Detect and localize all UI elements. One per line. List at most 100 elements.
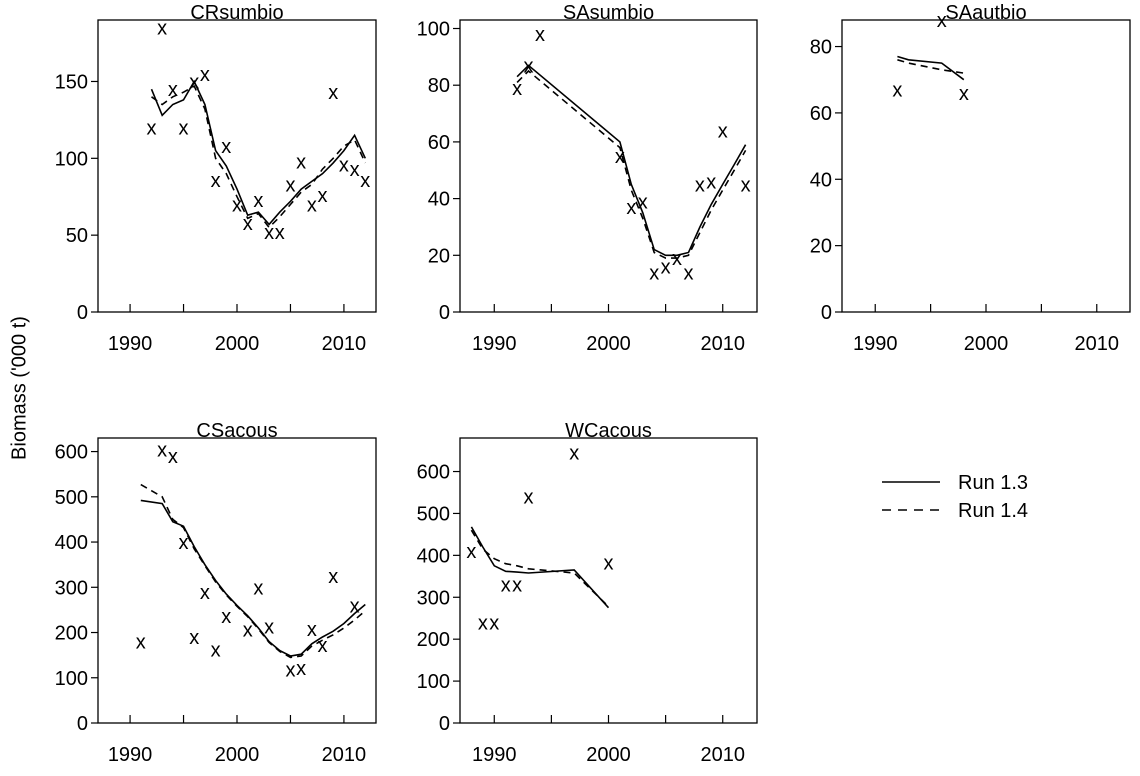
observed-point: x [168, 79, 178, 101]
y-tick-label: 600 [55, 442, 88, 464]
y-tick-label: 500 [55, 487, 88, 509]
observed-point: x [232, 194, 242, 216]
observed-point: x [706, 172, 716, 194]
observed-point: x [489, 612, 499, 634]
y-tick-label: 400 [417, 545, 450, 567]
observed-point: x [307, 619, 317, 641]
observed-point: x [718, 121, 728, 143]
observed-point: x [626, 197, 636, 219]
series-line-Run-1-3 [897, 55, 965, 81]
observed-point: x [959, 83, 969, 105]
series-line-Run-1-3 [470, 526, 610, 609]
observed-point: x [221, 136, 231, 158]
observed-point: x [741, 174, 751, 196]
y-tick-label: 80 [810, 37, 832, 59]
y-tick-label: 200 [55, 623, 88, 645]
y-tick-label: 400 [55, 532, 88, 554]
y-tick-label: 100 [55, 148, 88, 170]
y-axis-label: Biomass ('000 t) [8, 316, 31, 460]
observed-point: x [296, 658, 306, 680]
observed-point: x [524, 55, 534, 77]
observed-point: x [615, 146, 625, 168]
observed-point: x [535, 24, 545, 46]
observed-point: x [275, 222, 285, 244]
y-tick-label: 60 [428, 132, 450, 154]
y-tick-label: 150 [55, 71, 88, 93]
panel-title: CRsumbio [190, 2, 283, 24]
y-tick-label: 0 [439, 713, 450, 735]
observed-point: x [264, 617, 274, 639]
observed-point: x [328, 82, 338, 104]
observed-point: x [296, 151, 306, 173]
x-tick-label: 2010 [322, 333, 367, 355]
y-tick-label: 100 [417, 671, 450, 693]
observed-point: x [285, 660, 295, 682]
observed-point: x [157, 18, 167, 40]
y-tick-label: 0 [821, 302, 832, 324]
observed-point: x [179, 118, 189, 140]
observed-point: x [683, 262, 693, 284]
x-tick-label: 2000 [586, 744, 631, 766]
observed-point: x [221, 606, 231, 628]
series-line-Run-1-3 [516, 64, 747, 257]
observed-point: x [211, 170, 221, 192]
panel-title: SAsumbio [563, 2, 654, 24]
observed-point: x [672, 248, 682, 270]
observed-point: x [695, 174, 705, 196]
x-tick-label: 2000 [215, 333, 260, 355]
series-line-Run-1-4 [151, 84, 367, 229]
x-tick-label: 1990 [108, 744, 153, 766]
y-tick-label: 200 [417, 629, 450, 651]
observed-point: x [157, 439, 167, 461]
y-tick-label: 40 [428, 189, 450, 211]
series-line-Run-1-3 [150, 79, 367, 226]
panel-title: CSacous [196, 420, 277, 442]
legend: Run 1.3 Run 1.4 [882, 472, 1028, 522]
x-tick-label: 2000 [964, 333, 1009, 355]
observed-point: x [243, 619, 253, 641]
x-tick-label: 1990 [472, 333, 517, 355]
observed-point: x [937, 10, 947, 32]
observed-point: x [466, 541, 476, 563]
series-line-Run-1-4 [470, 529, 610, 608]
observed-point: x [318, 635, 328, 657]
observed-point: x [638, 191, 648, 213]
observed-point: x [200, 582, 210, 604]
observed-point: x [253, 577, 263, 599]
x-tick-label: 2010 [1075, 333, 1120, 355]
y-tick-label: 0 [77, 302, 88, 324]
plot-frame [459, 19, 758, 313]
observed-point: x [339, 154, 349, 176]
observed-point: x [892, 80, 902, 102]
x-tick-label: 1990 [108, 333, 153, 355]
y-tick-label: 20 [428, 245, 450, 267]
observed-point: x [168, 446, 178, 468]
x-tick-label: 2000 [586, 333, 631, 355]
plot-frame [97, 19, 377, 313]
y-tick-label: 500 [417, 503, 450, 525]
y-tick-label: 0 [77, 713, 88, 735]
observed-point: x [350, 159, 360, 181]
y-tick-label: 40 [810, 169, 832, 191]
observed-point: x [661, 257, 671, 279]
series-line-Run-1-4 [516, 69, 747, 259]
y-tick-label: 100 [55, 668, 88, 690]
x-tick-label: 1990 [472, 744, 517, 766]
x-tick-label: 2010 [700, 333, 745, 355]
observed-point: x [211, 639, 221, 661]
y-tick-label: 300 [417, 587, 450, 609]
y-tick-label: 300 [55, 577, 88, 599]
observed-point: x [350, 595, 360, 617]
observed-point: x [501, 575, 511, 597]
y-tick-label: 50 [66, 225, 88, 247]
x-tick-label: 1990 [853, 333, 898, 355]
panel-title: SAautbio [945, 2, 1026, 24]
observed-point: x [318, 185, 328, 207]
observed-point: x [264, 222, 274, 244]
observed-point: x [307, 194, 317, 216]
observed-point: x [512, 78, 522, 100]
observed-point: x [360, 170, 370, 192]
